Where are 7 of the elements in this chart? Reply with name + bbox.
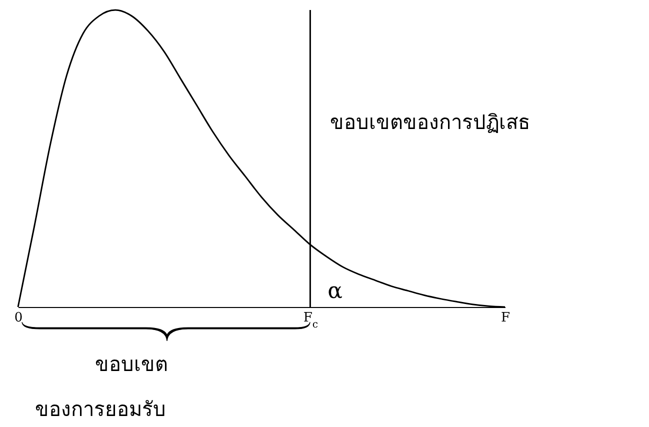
x-tick-label: F$_{c}$ bbox=[303, 310, 318, 330]
x-tick-label: F bbox=[500, 310, 510, 326]
text: ของการยอมรับ bbox=[35, 397, 166, 421]
annotation: α bbox=[328, 279, 343, 304]
x-tick-label: 0 bbox=[14, 310, 23, 326]
annotation: ขอบเขตของการปฏิเสธ bbox=[330, 110, 530, 134]
text: ขอบเขต bbox=[95, 352, 168, 376]
